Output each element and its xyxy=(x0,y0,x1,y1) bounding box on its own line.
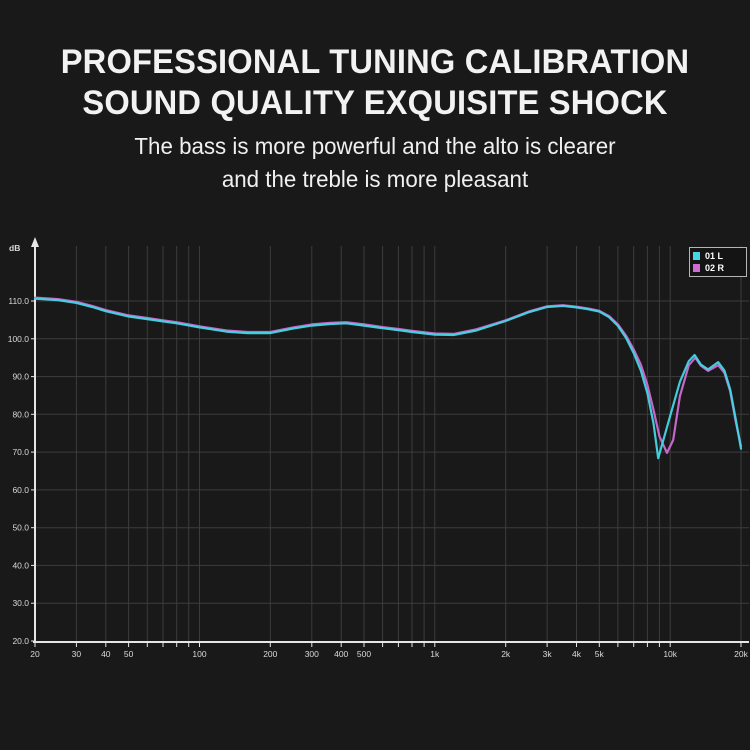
x-tick-label: 1k xyxy=(430,649,440,659)
y-axis-arrow-icon xyxy=(31,237,39,247)
y-tick-label: 30.0 xyxy=(12,598,29,608)
x-tick-label: 20 xyxy=(30,649,40,659)
frequency-response-chart: dB 110.0 100.0 90.0 80.0 70.0 60.0 50.0 40.0 30.0… xyxy=(0,235,750,665)
legend: 01 L 02 R xyxy=(689,247,747,277)
x-tick-label: 3k xyxy=(543,649,553,659)
y-axis-unit-label: dB xyxy=(9,243,20,253)
x-tick-label: 50 xyxy=(124,649,134,659)
y-tick-label: 50.0 xyxy=(12,523,29,533)
legend-swatch-right-icon xyxy=(693,264,700,272)
y-tick-label: 20.0 xyxy=(12,636,29,646)
x-tick-label: 2k xyxy=(501,649,511,659)
legend-label-right: 02 R xyxy=(705,263,725,273)
frequency-response-chart-svg: dB 110.0 100.0 90.0 80.0 70.0 60.0 50.0 40.0 30.0… xyxy=(8,237,749,659)
x-tick-label: 500 xyxy=(357,649,371,659)
title-line-1: PROFESSIONAL TUNING CALIBRATION xyxy=(60,43,690,81)
legend-item-right-channel: 02 R xyxy=(693,262,743,274)
subtitle-line-1: The bass is more powerful and the alto i… xyxy=(134,133,616,159)
y-tick-label: 60.0 xyxy=(12,485,29,495)
y-tick-label: 100.0 xyxy=(8,334,30,344)
y-tick-label: 110.0 xyxy=(8,296,29,306)
legend-label-left: 01 L xyxy=(705,251,724,261)
x-tick-label: 40 xyxy=(101,649,111,659)
legend-swatch-left-icon xyxy=(693,252,700,260)
x-tick-label: 200 xyxy=(263,649,277,659)
x-tick-label: 20k xyxy=(734,649,748,659)
y-tick-label: 80.0 xyxy=(12,409,29,419)
x-tick-label: 10k xyxy=(663,649,677,659)
legend-item-left-channel: 01 L xyxy=(693,250,743,262)
y-tick-label: 40.0 xyxy=(12,560,29,570)
title-line-2: SOUND QUALITY EXQUISITE SHOCK xyxy=(82,84,668,122)
x-tick-label: 4k xyxy=(572,649,582,659)
header: PROFESSIONAL TUNING CALIBRATION SOUND QU… xyxy=(0,0,750,196)
x-tick-label: 100 xyxy=(192,649,206,659)
series-line-02-R xyxy=(33,296,743,454)
subtitle-line-2: and the treble is more pleasant xyxy=(221,166,529,192)
subtitle: The bass is more powerful and the alto i… xyxy=(0,130,750,196)
x-tick-label: 5k xyxy=(595,649,605,659)
y-tick-label: 90.0 xyxy=(12,372,29,382)
x-tick-label: 400 xyxy=(334,649,348,659)
series-line-01-L xyxy=(33,297,743,460)
y-tick-label: 70.0 xyxy=(12,447,29,457)
x-tick-label: 30 xyxy=(72,649,82,659)
x-tick-label: 300 xyxy=(305,649,319,659)
